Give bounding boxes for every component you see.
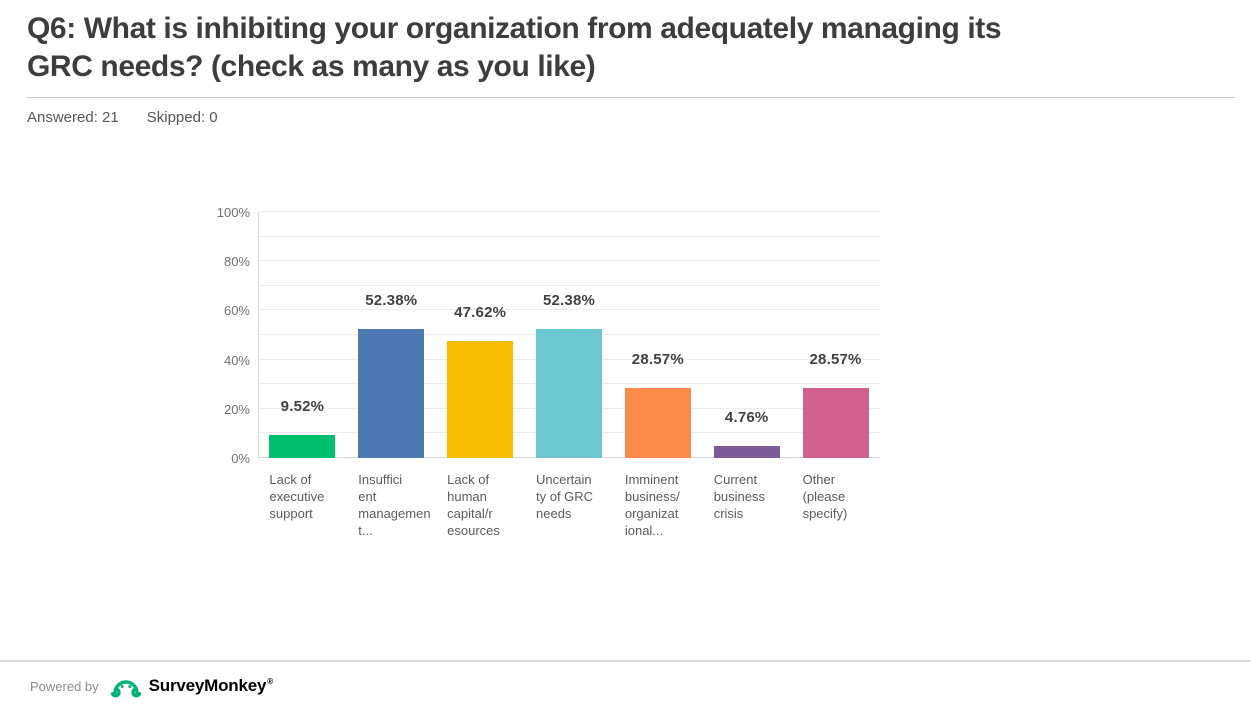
- question-title: Q6: What is inhibiting your organization…: [27, 12, 1002, 83]
- bar-5[interactable]: [624, 387, 691, 458]
- x-category-label: Lack of executive support: [269, 472, 325, 521]
- gridline: [259, 235, 880, 237]
- surveymonkey-monkey-icon: [110, 680, 141, 698]
- answered-count: Answered: 21: [27, 109, 119, 126]
- footer: Powered by SurveyMonkey®: [30, 672, 273, 700]
- y-tick-label: 80%: [223, 254, 250, 270]
- bar-value-label: 52.38%: [365, 292, 418, 310]
- x-category-label: Current business crisis: [713, 472, 766, 521]
- bar-value-label: 28.57%: [809, 350, 862, 368]
- x-category-label: Other (please specify): [802, 472, 848, 521]
- x-category-label: Uncertain ty of GRC needs: [536, 472, 594, 521]
- bar-6[interactable]: [713, 446, 780, 458]
- x-category-label: Lack of human capital/r esources: [447, 472, 500, 538]
- x-axis-labels: Lack of executive support Insuffici ent manag…: [258, 471, 880, 551]
- bar-1[interactable]: [269, 434, 336, 458]
- registered-mark: ®: [267, 677, 273, 687]
- y-tick-label: 20%: [223, 401, 250, 417]
- bar-3[interactable]: [447, 340, 514, 458]
- bar-value-label: 4.76%: [724, 409, 769, 427]
- answer-stats: Answered: 21 Skipped: 0: [27, 109, 246, 126]
- powered-by-label: Powered by: [30, 678, 99, 694]
- y-tick-label: 60%: [223, 303, 250, 319]
- gridline: [259, 309, 880, 311]
- bar-4[interactable]: [536, 329, 602, 458]
- bar-value-label: 28.57%: [631, 350, 684, 368]
- title-divider: [27, 97, 1235, 98]
- skipped-count: Skipped: 0: [146, 109, 218, 126]
- gridline: [259, 284, 880, 286]
- gridline: [259, 211, 880, 212]
- x-category-label: Imminent business/organizat ional...: [624, 472, 680, 538]
- bar-value-label: 9.52%: [280, 397, 325, 415]
- bar-7[interactable]: [802, 387, 869, 458]
- y-tick-label: 100%: [216, 205, 250, 220]
- footer-divider: [0, 660, 1251, 662]
- x-category-label: Insuffici ent managemen t...: [358, 472, 431, 538]
- gridline: [259, 260, 880, 262]
- y-axis-line: [258, 212, 259, 458]
- surveymonkey-wordmark: SurveyMonkey®: [148, 676, 274, 695]
- bar-chart-plot-area: 0% 20% 40% 60% 80% 100% 9.52% 52.38% 47.62% 52.38…: [217, 205, 880, 466]
- surveymonkey-logo[interactable]: SurveyMonkey®: [109, 674, 273, 698]
- bar-2[interactable]: [358, 329, 425, 458]
- bar-value-label: 52.38%: [542, 292, 596, 310]
- bar-value-label: 47.62%: [454, 303, 507, 321]
- y-tick-label: 0%: [231, 451, 250, 466]
- y-tick-label: 40%: [223, 352, 250, 368]
